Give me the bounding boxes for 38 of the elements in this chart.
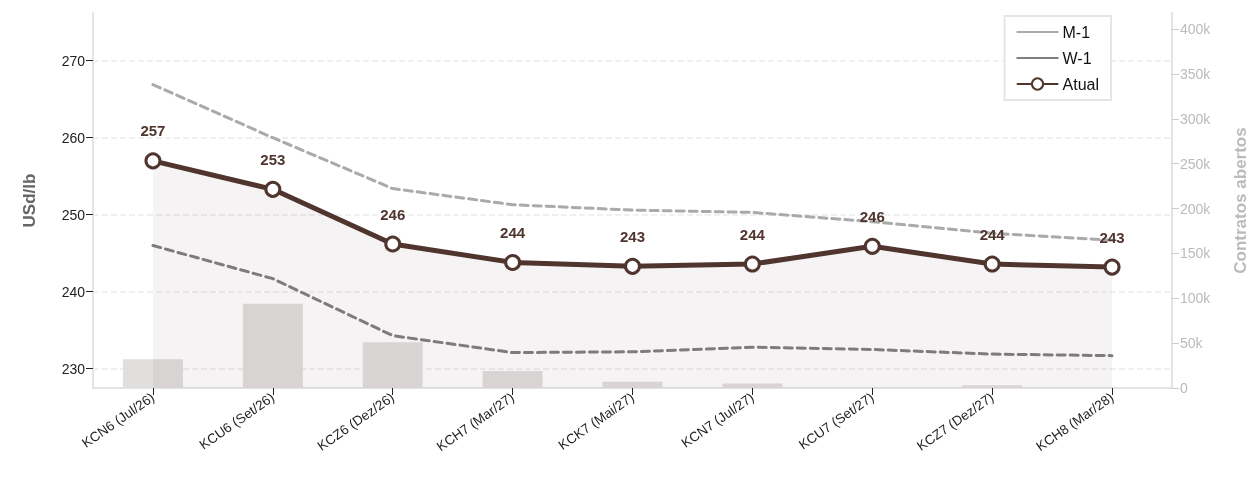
point	[384, 235, 402, 253]
point	[1103, 258, 1121, 276]
data-label: 244	[739, 225, 766, 243]
point	[863, 237, 881, 255]
data-label: 246	[859, 207, 885, 225]
data-label: 246	[380, 205, 406, 223]
data-label: 244	[979, 225, 1006, 243]
data-label: 253	[260, 150, 286, 168]
y-tick-label: 230	[61, 360, 86, 377]
y2-tick-label: 50k	[1180, 335, 1204, 352]
y-tick-label: 270	[61, 52, 86, 69]
point	[624, 257, 641, 275]
legend-label: Atual	[1062, 75, 1099, 93]
data-label: 243	[619, 227, 646, 245]
data-label: 243	[1099, 228, 1125, 246]
line-series	[151, 244, 1114, 358]
point	[743, 255, 761, 273]
y2-tick-label: 300k	[1180, 110, 1212, 127]
data-label: 244	[500, 223, 526, 241]
y2-tick-label: 150k	[1180, 245, 1212, 262]
y2-tick-label: 100k	[1180, 290, 1212, 307]
point	[504, 253, 522, 271]
y2-tick-label: 250k	[1180, 155, 1212, 172]
y2-axis-title: Contratos abertos	[1231, 127, 1250, 274]
legend-label: W-1	[1062, 49, 1092, 67]
y-tick-label: 260	[61, 129, 86, 146]
point	[144, 152, 162, 170]
y2-tick-label: 0	[1180, 380, 1188, 396]
y2-tick-label: 400k	[1180, 21, 1212, 38]
y-tick-label: 240	[61, 283, 86, 300]
y-tick-label: 250	[61, 206, 86, 223]
y2-tick-label: 200k	[1180, 200, 1212, 217]
y-axis-title: USd/lb	[20, 173, 39, 228]
data-label: 257	[140, 122, 166, 140]
point	[983, 255, 1001, 273]
legend-label: M-1	[1062, 23, 1091, 41]
point	[264, 180, 282, 198]
y2-tick-label: 350k	[1180, 66, 1212, 82]
